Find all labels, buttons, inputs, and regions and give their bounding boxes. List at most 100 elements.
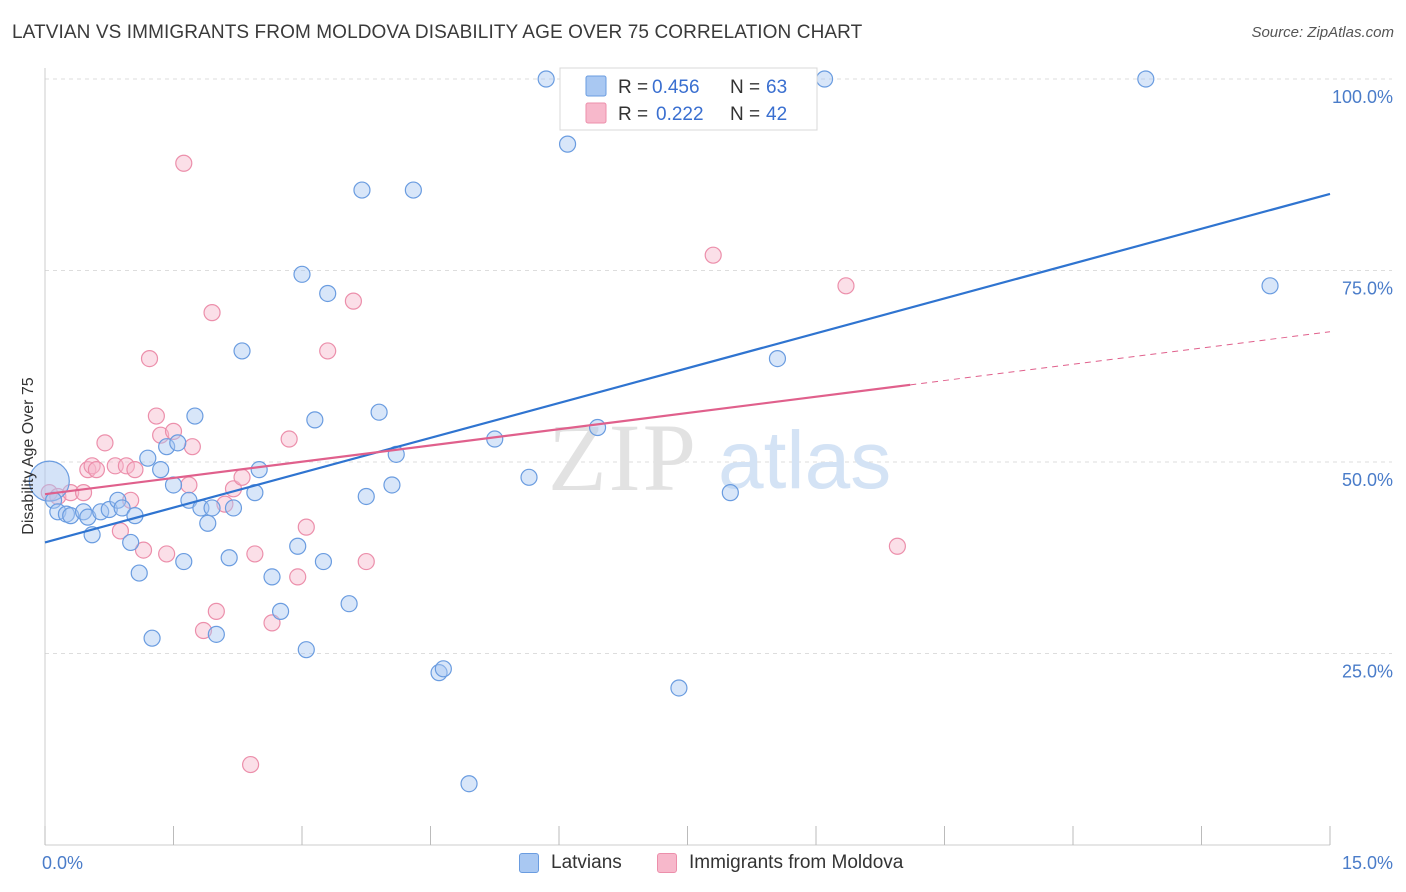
legend-r-label-1: R = xyxy=(618,77,648,98)
moldova-trend-extension xyxy=(910,331,1331,386)
moldova-point xyxy=(263,614,281,632)
legend-n-value-2: 42 xyxy=(766,104,787,125)
latvian-point xyxy=(1261,277,1279,295)
latvian-point xyxy=(169,434,187,452)
latvian-point xyxy=(314,552,333,571)
latvian-point xyxy=(520,468,538,486)
latvian-point xyxy=(357,487,375,506)
watermark-atlas: atlas xyxy=(718,415,891,506)
legend-swatch-moldova xyxy=(585,102,607,124)
latvian-point xyxy=(233,342,251,360)
latvian-point xyxy=(1137,70,1155,88)
y-tick-label: 50.0% xyxy=(1342,470,1393,490)
moldova-point xyxy=(180,476,198,494)
series-latvians-points xyxy=(28,70,1279,793)
moldova-point xyxy=(233,468,251,486)
x-tick-label-max: 15.0% xyxy=(1342,853,1393,873)
latvian-point xyxy=(319,284,337,303)
latvian-point xyxy=(122,533,140,552)
latvian-point xyxy=(207,625,225,643)
latvian-point xyxy=(28,460,70,502)
series-moldova-points xyxy=(40,154,906,774)
latvian-point xyxy=(558,135,577,153)
chart-source: Source: ZipAtlas.com xyxy=(1251,24,1394,41)
moldova-point xyxy=(147,407,165,425)
moldova-point xyxy=(242,755,260,774)
latvian-point xyxy=(340,595,358,613)
moldova-point xyxy=(888,537,906,555)
latvian-point xyxy=(404,181,422,199)
latvian-point xyxy=(175,552,193,571)
moldova-point xyxy=(319,342,337,360)
grid-lines xyxy=(45,78,1392,654)
legend-label-moldova: Immigrants from Moldova xyxy=(689,852,904,873)
latvian-point xyxy=(434,660,452,678)
latvian-point xyxy=(100,500,118,519)
moldova-point xyxy=(194,621,213,640)
axes xyxy=(44,68,1331,846)
latvian-point xyxy=(220,549,238,567)
latvian-point xyxy=(306,411,324,429)
legend-label-latvians: Latvians xyxy=(551,852,622,873)
moldova-point xyxy=(134,541,153,559)
chart-title: LATVIAN VS IMMIGRANTS FROM MOLDOVA DISAB… xyxy=(12,22,863,43)
moldova-point xyxy=(837,277,855,295)
moldova-point xyxy=(280,430,298,448)
latvian-point xyxy=(250,461,268,479)
moldova-point xyxy=(704,246,722,264)
moldova-point xyxy=(297,518,315,536)
legend-n-label-2: N = xyxy=(730,104,760,125)
bottom-legend: Latvians Immigrants from Moldova xyxy=(0,852,1406,878)
latvian-point xyxy=(297,641,315,659)
latvian-point xyxy=(79,508,97,526)
latvian-point xyxy=(199,514,217,532)
latvian-point xyxy=(158,438,176,456)
latvian-point xyxy=(293,265,311,283)
latvian-point xyxy=(130,564,148,582)
latvian-point xyxy=(588,418,607,437)
y-tick-label: 75.0% xyxy=(1342,279,1393,299)
latvian-point xyxy=(460,775,478,793)
legend-r-value-2: 0.222 xyxy=(656,104,704,125)
latvian-point xyxy=(721,484,739,502)
moldova-point xyxy=(126,461,144,479)
latvian-point xyxy=(152,461,170,479)
y-axis-title: Disability Age Over 75 xyxy=(20,377,37,535)
legend-r-label-2: R = xyxy=(618,104,648,125)
top-legend: R = 0.456 N = 63 R = 0.222 N = 42 xyxy=(559,67,818,131)
moldova-point xyxy=(203,304,221,322)
latvian-point xyxy=(670,679,688,697)
latvian-point xyxy=(113,499,131,517)
legend-n-value-1: 63 xyxy=(766,77,787,98)
latvian-point xyxy=(271,602,290,620)
legend-r-value-1: 0.456 xyxy=(652,77,700,98)
y-tick-label: 100.0% xyxy=(1332,87,1393,107)
latvian-point xyxy=(370,403,388,421)
y-tick-label: 25.0% xyxy=(1342,662,1393,682)
moldova-point xyxy=(344,292,362,310)
legend-swatch-moldova-bottom xyxy=(657,853,677,873)
latvian-point xyxy=(768,349,787,368)
latvian-point xyxy=(353,181,371,199)
moldova-point xyxy=(207,602,225,620)
moldova-point xyxy=(74,484,93,502)
moldova-point xyxy=(117,457,135,475)
latvian-point xyxy=(143,629,161,647)
moldova-point xyxy=(87,461,106,479)
legend-n-label-1: N = xyxy=(730,77,760,98)
latvian-point xyxy=(383,476,401,494)
moldova-point xyxy=(246,545,264,563)
legend-item-moldova: Immigrants from Moldova xyxy=(657,852,903,874)
moldova-point xyxy=(175,154,193,172)
latvian-point xyxy=(815,70,834,88)
latvian-point xyxy=(537,70,555,88)
x-tick-label-min: 0.0% xyxy=(42,853,83,873)
moldova-point xyxy=(158,545,176,563)
moldova-point xyxy=(183,438,201,456)
moldova-point xyxy=(216,495,234,513)
tick-labels: 25.0% 50.0% 75.0% 100.0% 0.0% 15.0% xyxy=(42,87,1393,873)
moldova-point xyxy=(140,349,159,368)
trend-lines xyxy=(44,192,1331,544)
moldova-trend-line xyxy=(44,383,911,496)
